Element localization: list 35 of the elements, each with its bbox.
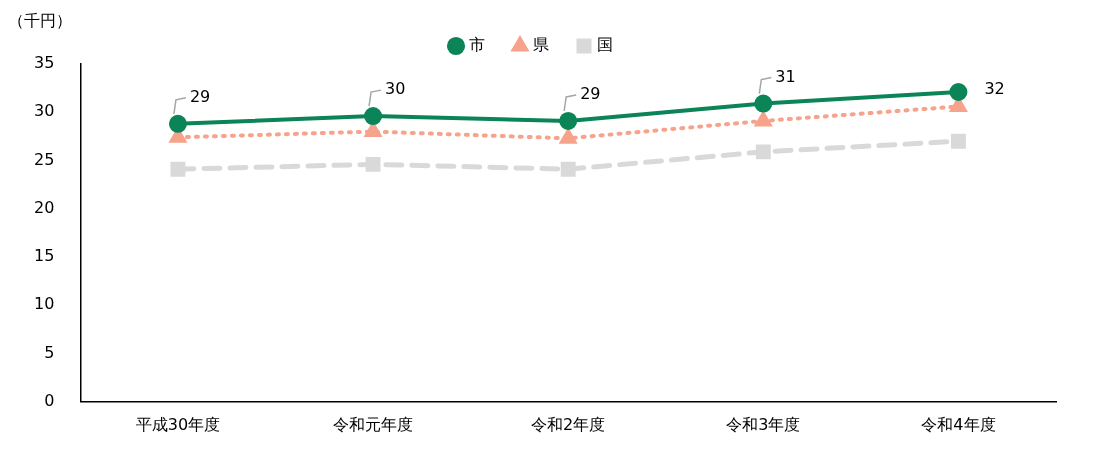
point <box>365 156 381 172</box>
data-label: 29 <box>189 87 211 106</box>
legend-label: 国 <box>597 35 613 55</box>
y-tick-label: 5 <box>44 342 55 362</box>
data-label: 29 <box>580 84 601 104</box>
point <box>755 111 772 127</box>
x-tick-label: 令和3年度 <box>726 414 801 434</box>
point <box>949 82 968 101</box>
y-axis-title: （千円） <box>8 11 72 31</box>
y-tick-label: 10 <box>34 294 55 314</box>
y-tick-label: 15 <box>34 246 55 266</box>
point <box>168 114 187 133</box>
legend-label: 県 <box>533 35 549 55</box>
point <box>754 94 773 113</box>
y-tick-label: 0 <box>44 390 55 410</box>
x-tick-label: 平成30年度 <box>135 414 221 434</box>
point <box>560 129 577 144</box>
y-tick-label: 25 <box>34 149 55 169</box>
point <box>364 122 382 138</box>
x-tick-label: 令和2年度 <box>531 414 606 434</box>
y-tick-label: 30 <box>34 101 55 121</box>
x-tick-label: 令和元年度 <box>333 414 414 434</box>
point <box>364 107 383 126</box>
x-tick-label: 令和4年度 <box>921 414 996 434</box>
data-label: 31 <box>775 66 796 86</box>
y-tick-label: 20 <box>34 197 55 217</box>
data-label: 32 <box>984 79 1005 99</box>
point <box>559 111 578 130</box>
data-label: 30 <box>385 79 406 99</box>
point <box>560 161 576 177</box>
legend-label: 市 <box>469 35 485 55</box>
point <box>170 161 186 177</box>
point <box>950 133 966 149</box>
point <box>755 144 771 160</box>
y-tick-label: 35 <box>34 53 55 73</box>
